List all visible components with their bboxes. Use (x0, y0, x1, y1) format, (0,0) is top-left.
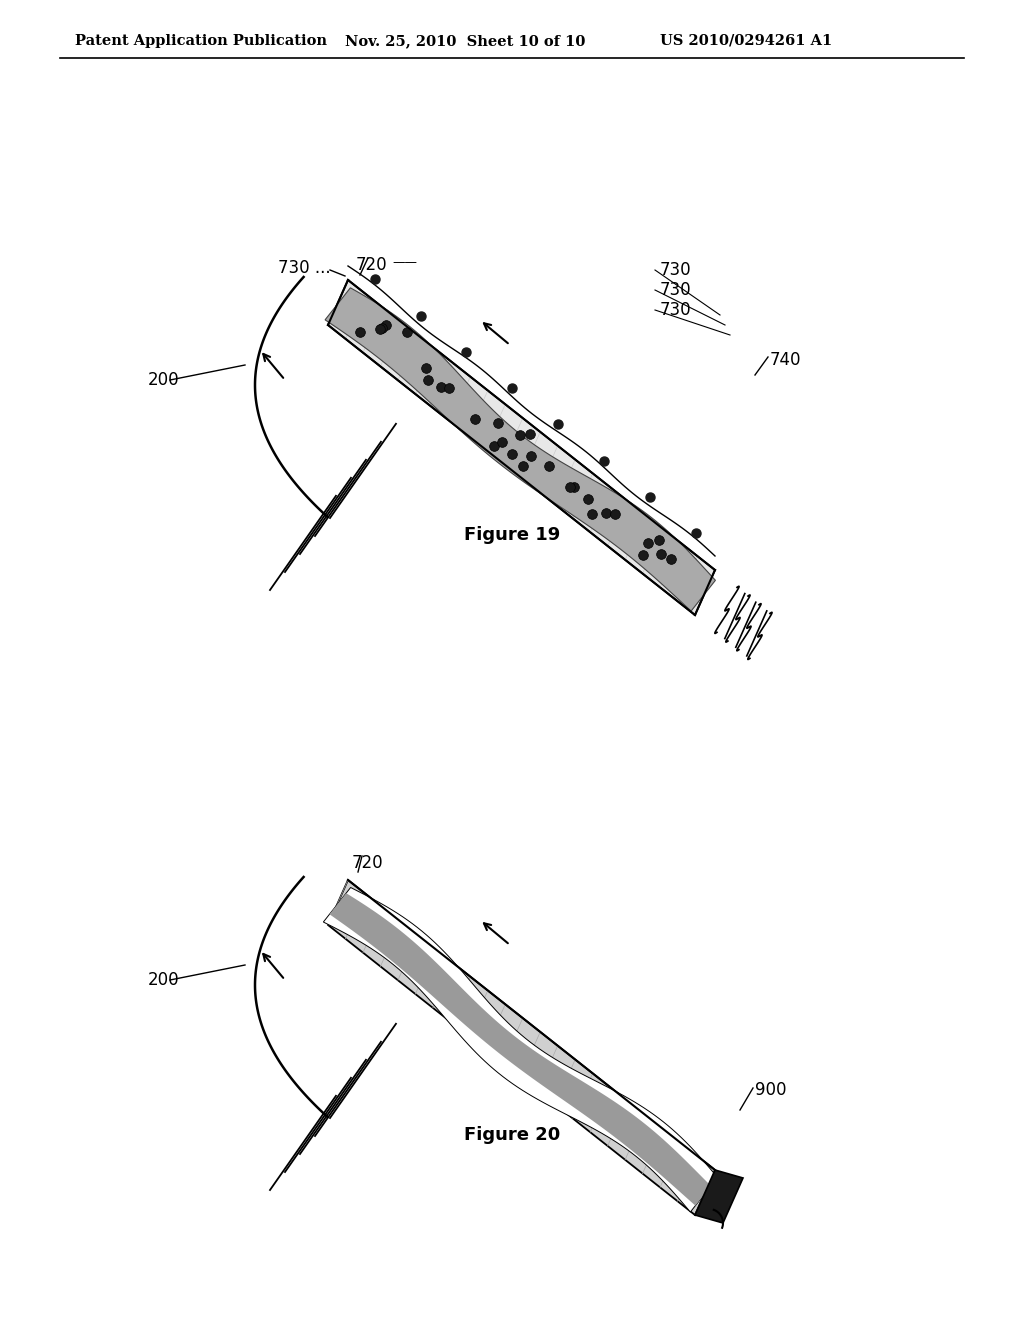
Text: 200: 200 (148, 371, 179, 389)
Text: 720: 720 (352, 854, 384, 873)
Text: Nov. 25, 2010  Sheet 10 of 10: Nov. 25, 2010 Sheet 10 of 10 (345, 34, 586, 48)
Text: 730: 730 (660, 301, 691, 319)
Text: Patent Application Publication: Patent Application Publication (75, 34, 327, 48)
Text: 730: 730 (660, 281, 691, 300)
Text: ——: —— (392, 256, 417, 269)
Text: 730 ...: 730 ... (278, 259, 331, 277)
Text: Figure 20: Figure 20 (464, 1126, 560, 1144)
Text: 740: 740 (770, 351, 802, 370)
Polygon shape (330, 894, 711, 1205)
Polygon shape (695, 1170, 743, 1224)
Text: 900: 900 (755, 1081, 786, 1100)
Polygon shape (324, 887, 718, 1212)
Polygon shape (328, 280, 715, 615)
Text: 730: 730 (660, 261, 691, 279)
Polygon shape (328, 880, 715, 1214)
Polygon shape (325, 288, 716, 611)
Text: US 2010/0294261 A1: US 2010/0294261 A1 (660, 34, 833, 48)
Text: 720: 720 (356, 256, 388, 275)
Text: Figure 19: Figure 19 (464, 525, 560, 544)
Text: 200: 200 (148, 972, 179, 989)
